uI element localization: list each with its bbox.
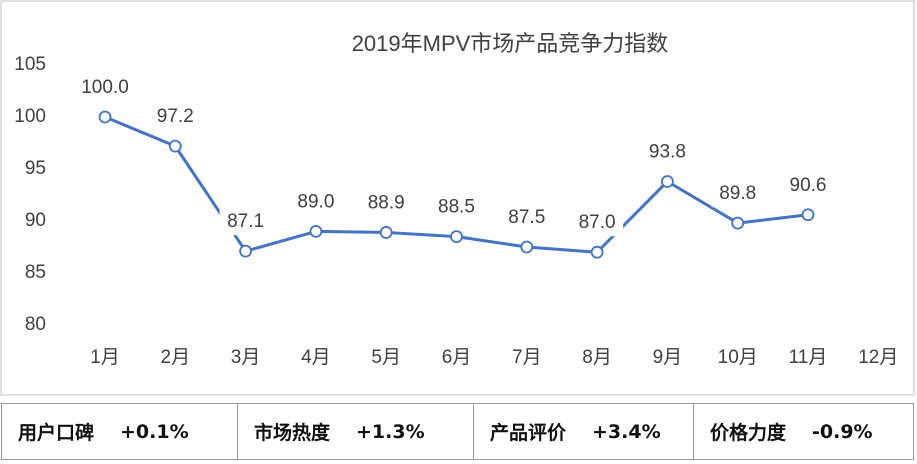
x-tick-label: 1月	[90, 347, 120, 368]
indicator-name: 产品评价	[490, 422, 567, 444]
x-tick-label: 11月	[789, 347, 828, 368]
label-bg	[219, 209, 272, 236]
indicator-change: +1.3%	[356, 420, 425, 443]
label-bg	[149, 104, 202, 131]
data-label: 97.2	[157, 106, 194, 127]
indicator-name: 用户口碑	[18, 422, 95, 444]
label-bg	[500, 205, 553, 231]
y-tick-label: 95	[25, 158, 46, 179]
x-tick-label: 7月	[512, 347, 542, 368]
label-bg	[360, 190, 413, 217]
point	[801, 208, 815, 222]
x-tick-label: 8月	[582, 347, 612, 368]
y-tick-label: 100	[14, 106, 46, 127]
label-bg	[430, 194, 483, 221]
indicator-change: +0.1%	[120, 420, 189, 443]
point	[98, 110, 112, 124]
data-label: 87.5	[508, 207, 545, 228]
x-tick-label: 3月	[231, 347, 261, 368]
y-tick-label: 105	[14, 54, 46, 75]
indicator-table: 用户口碑 +0.1% 市场热度 +1.3% 产品评价 +3.4% 价格力度 -0.9%	[1, 403, 914, 460]
indicator-name: 价格力度	[710, 422, 787, 444]
data-label: 100.0	[81, 77, 129, 98]
indicator-cell: 市场热度 +1.3%	[238, 404, 474, 459]
y-tick-label: 90	[25, 210, 46, 231]
point	[239, 244, 253, 258]
x-tick-label: 9月	[653, 347, 683, 368]
data-label: 93.8	[649, 141, 686, 162]
x-tick-label: 10月	[718, 347, 758, 368]
label-bg	[641, 139, 694, 166]
data-label: 89.8	[719, 183, 756, 204]
indicator-name: 市场热度	[254, 422, 331, 444]
chart-title: 2019年MPV市场产品竞争力指数	[352, 31, 669, 56]
indicator-change: +3.4%	[592, 420, 661, 443]
point	[590, 245, 604, 259]
indicator-cell: 产品评价 +3.4%	[474, 404, 694, 459]
point	[168, 139, 182, 153]
data-label: 87.1	[227, 211, 264, 232]
point	[520, 240, 534, 254]
chart: 2019年MPV市场产品竞争力指数 80 85 90 95 100 105 1月 2月 3月 4月…	[0, 0, 915, 396]
data-label: 87.0	[579, 212, 616, 233]
point	[309, 224, 323, 238]
y-tick-label: 85	[25, 262, 46, 283]
y-tick-label: 80	[25, 314, 46, 335]
data-label: 89.0	[297, 191, 334, 212]
x-tick-label: 4月	[301, 347, 331, 368]
x-tick-label: 2月	[161, 347, 191, 368]
indicator-cell: 价格力度 -0.9%	[694, 404, 913, 459]
indicator-change: -0.9%	[812, 420, 873, 443]
label-bg	[79, 75, 131, 101]
point	[450, 230, 463, 244]
x-tick-label: 6月	[442, 347, 472, 368]
data-label: 88.9	[368, 192, 405, 213]
indicator-cell: 用户口碑 +0.1%	[2, 404, 238, 459]
x-tick-label: 12月	[858, 347, 898, 368]
label-bg	[571, 210, 624, 237]
label-bg	[289, 189, 342, 216]
data-label: 88.5	[438, 197, 475, 218]
label-bg	[782, 172, 834, 199]
label-bg	[711, 181, 764, 208]
data-label: 90.6	[790, 175, 827, 196]
point	[731, 216, 745, 230]
point	[661, 175, 674, 188]
point	[379, 226, 393, 239]
x-tick-label: 5月	[371, 347, 401, 368]
